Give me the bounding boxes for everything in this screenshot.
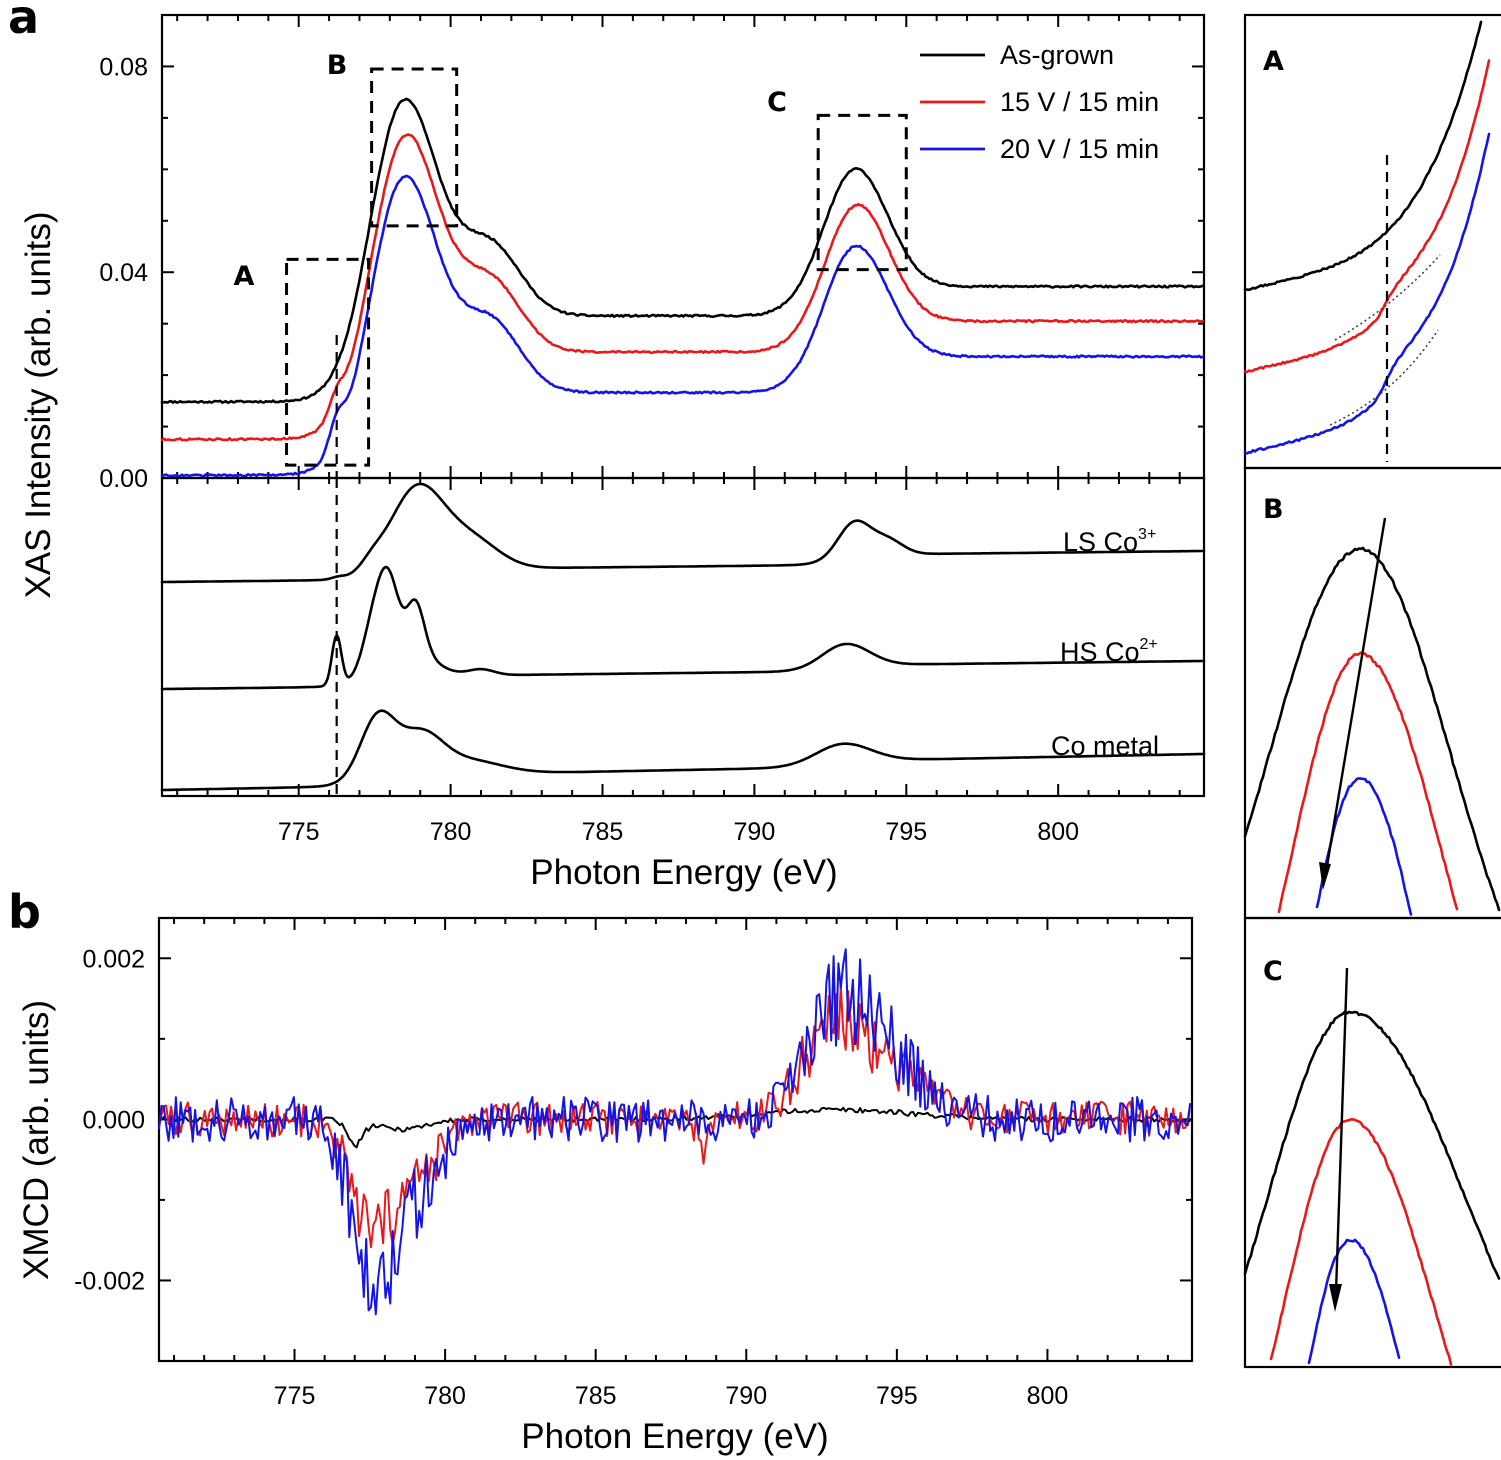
xas-series-v15 <box>160 133 1205 442</box>
inset-a-dotted-15v <box>1334 254 1441 341</box>
xas-y-tick-label: 0.08 <box>99 53 148 81</box>
inset-a-frame <box>1243 13 1501 470</box>
legend-label-as-grown: As-grown <box>1000 40 1114 70</box>
inset-a-series-15v <box>1243 59 1491 374</box>
xmcd-y-axis-title: XMCD (arb. units) <box>17 1000 56 1280</box>
inset-b-arrow-head <box>1319 862 1331 890</box>
xmcd-x-tick-label: 785 <box>575 1382 617 1410</box>
ref-label-hs-co2-sup: 2+ <box>1140 636 1158 653</box>
xmcd-y-tick-label: -0.002 <box>74 1267 145 1295</box>
reference-x-tick-label: 800 <box>1037 818 1079 846</box>
xas-plot-frame <box>160 13 1206 480</box>
xas-plot: 0.00 0.04 0.08 A B C As-grown 15 V / 15 min … <box>99 13 1206 493</box>
reference-series-2 <box>160 709 1206 792</box>
region-label-b: B <box>327 50 348 81</box>
xmcd-plot-frame <box>157 916 1194 1363</box>
xmcd-y-tick-label: 0.000 <box>82 1106 145 1134</box>
inset-b-title: B <box>1263 494 1284 525</box>
xmcd-x-tick-label: 790 <box>725 1382 767 1410</box>
inset-b: B <box>1243 466 1501 920</box>
inset-b-series-15v <box>1277 651 1459 914</box>
xas-x-axis-title: Photon Energy (eV) <box>530 853 837 892</box>
xmcd-plot: 775 780 785 790 795 800 0.002 0.000 -0.002 <box>74 916 1194 1410</box>
region-box-a <box>285 257 371 467</box>
xas-y-axis-title: XAS Intensity (arb. units) <box>19 211 58 598</box>
xas-series-as_grown <box>160 97 1205 404</box>
xmcd-x-axis-title: Photon Energy (eV) <box>521 1417 828 1456</box>
xmcd-x-tick-label: 780 <box>424 1382 466 1410</box>
inset-a-title: A <box>1263 46 1284 77</box>
ref-label-ls-co3-main: LS Co <box>1063 527 1138 557</box>
inset-a: A <box>1243 13 1501 470</box>
xas-legend: As-grown 15 V / 15 min 20 V / 15 min <box>920 40 1159 164</box>
region-label-a: A <box>234 261 255 292</box>
reference-x-tick-label: 790 <box>734 818 776 846</box>
ref-label-hs-co2: HS Co2+ <box>1060 636 1158 667</box>
xmcd-series-v20 <box>158 948 1192 1316</box>
reference-plot-frame <box>160 476 1206 798</box>
xmcd-x-tick-label: 800 <box>1027 1382 1069 1410</box>
xmcd-x-tick-label: 775 <box>274 1382 316 1410</box>
reference-x-tick-label: 795 <box>885 818 927 846</box>
inset-c-series-as-grown <box>1243 1010 1501 1280</box>
xas-series-v20 <box>160 174 1205 478</box>
inset-c-series-20v <box>1307 1238 1401 1365</box>
region-label-c: C <box>767 87 787 118</box>
inset-a-series-as-grown <box>1243 20 1483 292</box>
reference-x-tick-label: 780 <box>430 818 472 846</box>
region-box-b <box>370 67 459 228</box>
legend-label-20v: 20 V / 15 min <box>1000 134 1159 164</box>
inset-c: C <box>1243 916 1501 1369</box>
inset-c-arrow-shaft <box>1334 967 1349 1293</box>
panel-a-letter: a <box>8 0 39 44</box>
inset-a-dotted-20v <box>1329 329 1439 426</box>
xmcd-y-tick-label: 0.002 <box>82 945 145 973</box>
reference-series-0 <box>160 482 1206 584</box>
inset-c-frame <box>1243 916 1501 1369</box>
inset-a-series-20v <box>1243 132 1491 455</box>
reference-x-tick-label: 775 <box>278 818 320 846</box>
inset-b-series-as-grown <box>1243 546 1501 912</box>
reference-x-tick-label: 785 <box>582 818 624 846</box>
ref-label-hs-co2-main: HS Co <box>1060 637 1140 667</box>
xmcd-x-tick-label: 795 <box>876 1382 918 1410</box>
panel-b-letter: b <box>8 885 41 939</box>
inset-c-title: C <box>1263 956 1283 987</box>
region-box-c <box>816 113 908 272</box>
legend-label-15v: 15 V / 15 min <box>1000 87 1159 117</box>
inset-c-arrow-head <box>1329 1284 1342 1312</box>
ref-label-co-metal: Co metal <box>1051 731 1159 761</box>
inset-b-frame <box>1243 466 1501 920</box>
reference-spectra-plot: 775 780 785 790 795 800 LS Co3+ HS Co2+ Co me… <box>160 476 1206 846</box>
ref-label-ls-co3: LS Co3+ <box>1063 526 1156 557</box>
inset-c-series-15v <box>1269 1118 1453 1366</box>
ref-label-ls-co3-sup: 3+ <box>1138 526 1156 543</box>
xas-y-tick-label: 0.00 <box>99 465 148 493</box>
inset-b-arrow-shaft <box>1324 517 1387 873</box>
xas-y-tick-label: 0.04 <box>99 259 148 287</box>
reference-series-1 <box>160 565 1206 691</box>
